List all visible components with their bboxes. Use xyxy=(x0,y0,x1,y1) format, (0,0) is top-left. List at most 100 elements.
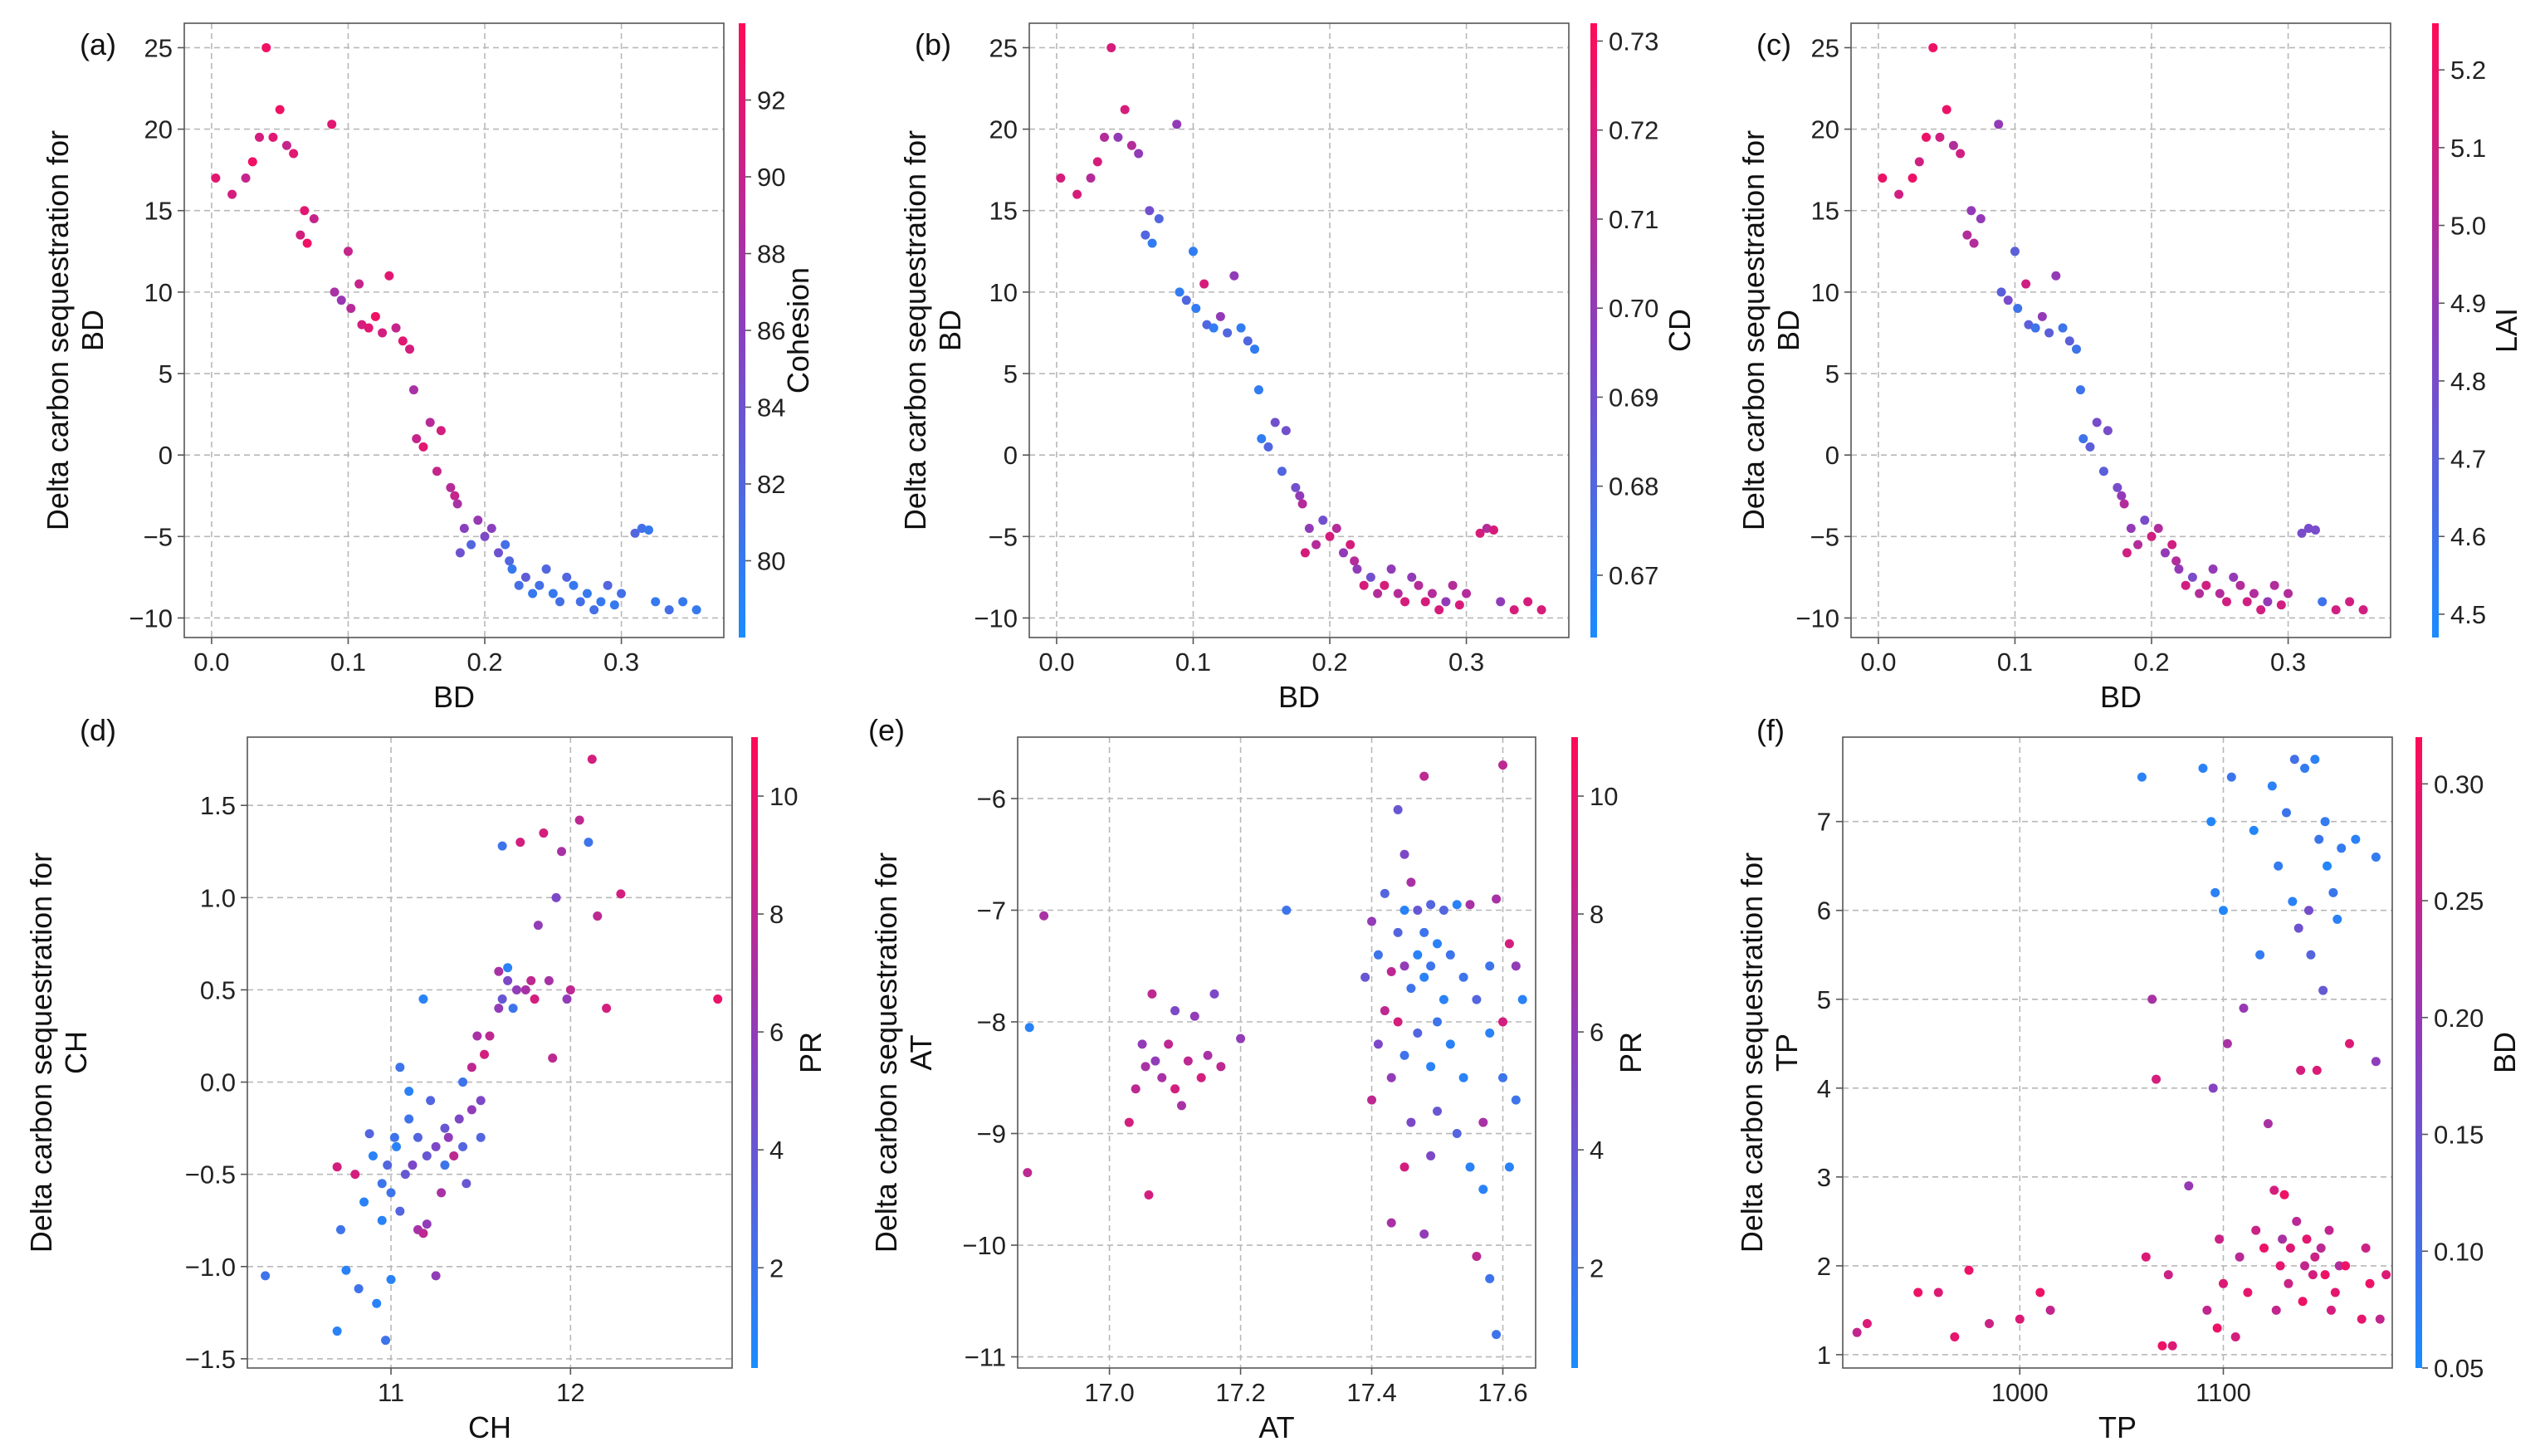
data-point xyxy=(364,1129,374,1139)
x-tick-label: 0.1 xyxy=(1175,647,1211,677)
data-point xyxy=(2015,1314,2025,1324)
data-point xyxy=(2024,320,2034,330)
data-point xyxy=(268,132,278,142)
data-point xyxy=(1482,523,1492,533)
data-point xyxy=(1297,499,1307,509)
data-point xyxy=(2255,950,2265,960)
data-point xyxy=(1367,1095,1377,1105)
data-point xyxy=(2206,817,2216,827)
data-point xyxy=(2271,1305,2281,1315)
data-point xyxy=(530,994,540,1004)
data-point xyxy=(1277,467,1287,476)
data-point xyxy=(1318,515,1328,525)
data-point xyxy=(354,279,364,289)
data-point xyxy=(2341,1261,2351,1271)
data-point xyxy=(2308,1270,2318,1280)
data-point xyxy=(432,467,442,476)
data-point xyxy=(1948,140,1958,150)
data-point xyxy=(436,426,446,436)
data-point xyxy=(1419,1229,1429,1239)
y-tick-label: 2 xyxy=(1817,1252,1831,1281)
plot-frame xyxy=(183,22,725,638)
data-point xyxy=(1164,1039,1174,1049)
data-point xyxy=(486,523,496,533)
x-tick-label: 0.0 xyxy=(1038,647,1074,677)
data-point xyxy=(1144,1190,1154,1200)
data-point xyxy=(335,1224,345,1234)
x-tick-label: 0.3 xyxy=(1448,647,1484,677)
data-point xyxy=(2222,597,2232,607)
data-point xyxy=(2098,467,2108,476)
data-point xyxy=(2171,556,2181,566)
data-point xyxy=(2276,600,2286,610)
colorbar-tick-label: 0.15 xyxy=(2434,1121,2484,1150)
data-point xyxy=(480,1049,490,1059)
data-point xyxy=(1426,900,1436,910)
panel-letter: (d) xyxy=(80,713,116,747)
data-point xyxy=(395,1206,405,1216)
data-point xyxy=(1523,597,1533,607)
y-axis-label: TP xyxy=(1770,1033,1804,1072)
data-point xyxy=(466,1063,476,1072)
data-point xyxy=(2092,418,2102,428)
colorbar-tick-label: 2 xyxy=(769,1253,784,1283)
data-point xyxy=(2320,817,2330,827)
data-point xyxy=(1448,580,1458,590)
data-point xyxy=(2249,825,2259,835)
data-point xyxy=(1488,525,1498,535)
data-point xyxy=(1976,214,1986,224)
data-point xyxy=(2297,528,2307,538)
data-point xyxy=(2310,1252,2320,1262)
data-point xyxy=(1393,804,1403,814)
data-point xyxy=(408,1160,418,1170)
y-axis-label: CH xyxy=(59,1031,93,1074)
y-tick-label: 3 xyxy=(1817,1163,1831,1192)
data-point xyxy=(383,1160,393,1170)
data-point xyxy=(2285,1243,2295,1253)
data-point xyxy=(2137,772,2147,782)
data-point xyxy=(2282,808,2292,818)
data-point xyxy=(2195,589,2205,599)
data-point xyxy=(2300,1261,2310,1271)
data-point xyxy=(255,132,265,142)
data-point xyxy=(664,605,674,615)
x-tick-label: 0.3 xyxy=(2270,647,2306,677)
data-point xyxy=(562,994,572,1004)
data-point xyxy=(2157,1341,2167,1351)
data-point xyxy=(535,580,545,590)
y-tick-label: −5 xyxy=(144,522,173,551)
data-point xyxy=(2293,923,2303,933)
data-point xyxy=(1966,206,1976,216)
y-tick-label: 5 xyxy=(1825,359,1839,388)
data-point xyxy=(1380,580,1390,590)
data-point xyxy=(1373,589,1383,599)
y-tick-label: 0.5 xyxy=(200,975,236,1004)
data-point xyxy=(1170,1006,1180,1016)
data-point xyxy=(2292,1216,2302,1226)
data-point xyxy=(1126,140,1136,150)
data-point xyxy=(2306,950,2316,960)
data-point xyxy=(1325,531,1335,541)
data-point xyxy=(2310,525,2320,535)
data-point xyxy=(1475,528,1485,538)
data-point xyxy=(1100,132,1110,142)
data-point xyxy=(1072,189,1082,199)
data-point xyxy=(1393,589,1403,599)
data-point xyxy=(1393,927,1403,937)
data-point xyxy=(1994,120,2004,129)
data-point xyxy=(1023,1168,1033,1178)
data-point xyxy=(2318,985,2328,995)
data-point xyxy=(503,975,513,985)
data-point xyxy=(452,499,462,509)
data-point xyxy=(1913,1287,1923,1297)
data-point xyxy=(1393,1017,1403,1027)
y-tick-label: 5 xyxy=(1004,359,1018,388)
y-tick-label: −5 xyxy=(1810,522,1839,551)
x-tick-label: 0.1 xyxy=(330,647,366,677)
data-point xyxy=(1413,905,1423,915)
data-point xyxy=(1399,1162,1409,1172)
data-point xyxy=(1380,1006,1390,1016)
data-point xyxy=(551,892,561,902)
